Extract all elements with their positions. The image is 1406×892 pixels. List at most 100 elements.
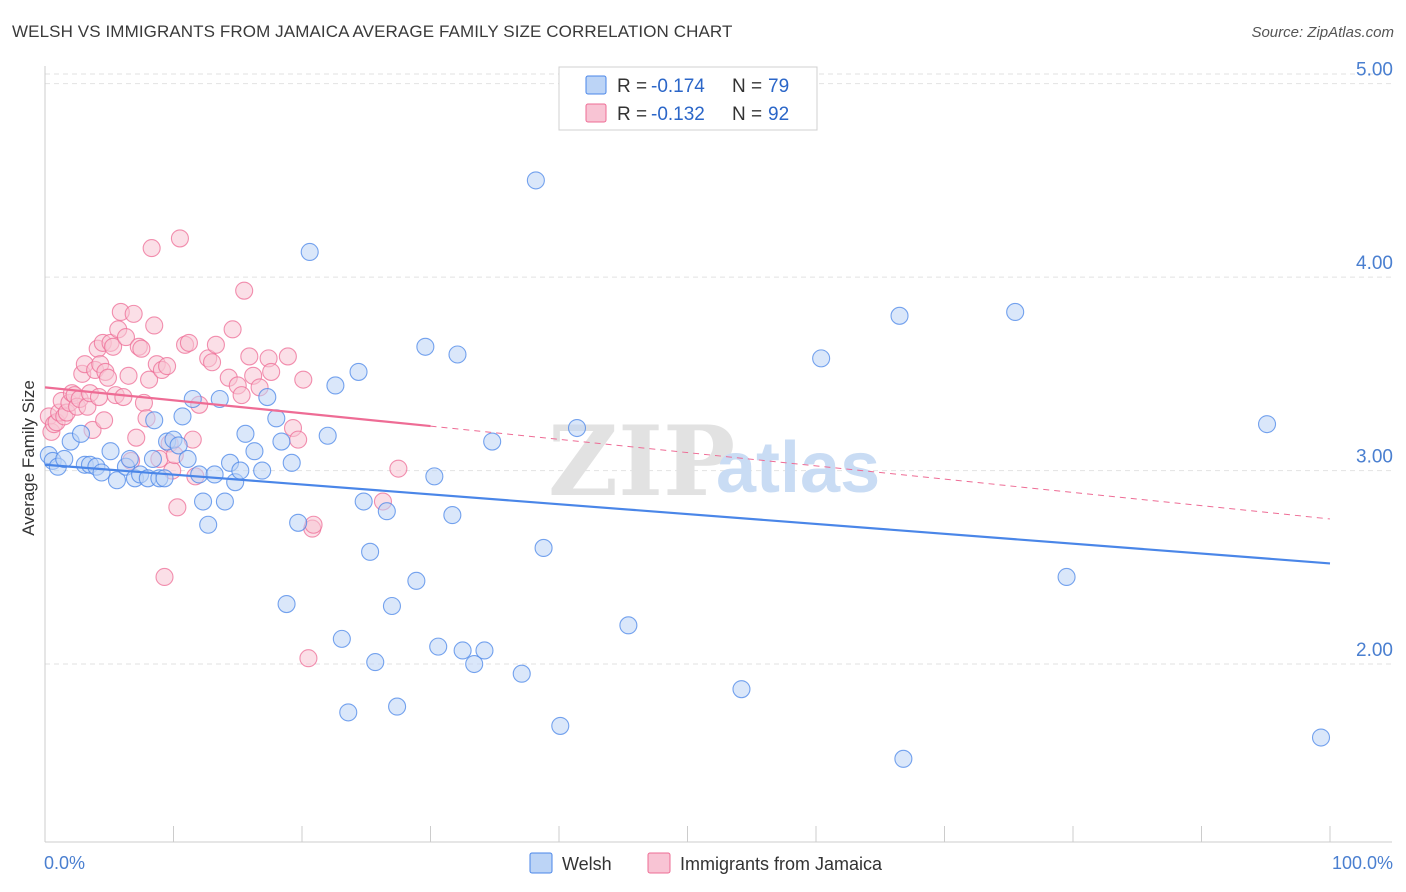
point-jamaica-38 [132, 339, 151, 358]
point-jamaica-32 [116, 328, 136, 347]
point-welsh-51 [354, 492, 373, 511]
point-welsh-64 [465, 654, 484, 674]
point-jamaica-60 [203, 353, 222, 372]
point-welsh-65 [475, 641, 494, 660]
point-welsh-20 [155, 469, 174, 488]
point-welsh-76 [894, 749, 913, 768]
point-jamaica-53 [170, 229, 189, 248]
point-welsh-69 [534, 538, 553, 558]
point-welsh-39 [258, 388, 277, 407]
point-welsh-56 [388, 697, 407, 716]
point-welsh-32 [215, 492, 234, 511]
legend-r-value-jamaica: -0.132 [651, 104, 705, 125]
point-welsh-49 [339, 703, 358, 722]
y-tick-label-2: 4.00 [1356, 253, 1393, 274]
point-welsh-70 [551, 716, 570, 735]
point-jamaica-52 [168, 498, 187, 517]
point-welsh-46 [318, 426, 337, 445]
trend-line-jamaica-solid [44, 386, 431, 428]
point-jamaica-61 [206, 335, 225, 354]
point-jamaica-36 [127, 428, 146, 447]
point-jamaica-75 [294, 370, 313, 389]
point-welsh-75 [812, 349, 831, 368]
point-welsh-68 [526, 171, 545, 190]
legend-label-welsh: Welsh [562, 854, 612, 874]
watermark: ZIP atlas [548, 405, 880, 518]
point-welsh-61 [443, 506, 462, 525]
point-welsh-43 [282, 453, 301, 472]
point-jamaica-76 [299, 649, 318, 668]
legend-n-label-jamaica: N = [732, 104, 762, 125]
point-jamaica-42 [142, 239, 161, 258]
legend-n-value-jamaica: 92 [768, 104, 789, 125]
point-jamaica-67 [240, 347, 259, 366]
point-jamaica-47 [155, 567, 174, 587]
y-axis-title: Average Family Size [19, 380, 38, 536]
point-jamaica-55 [179, 333, 198, 352]
point-jamaica-35 [124, 304, 143, 323]
watermark-atlas: atlas [716, 428, 880, 508]
legend-swatch-welsh [585, 75, 607, 95]
point-welsh-41 [272, 432, 291, 451]
point-welsh-23 [169, 436, 188, 455]
point-welsh-17 [143, 449, 162, 469]
point-welsh-57 [407, 571, 426, 590]
trend-line-welsh [44, 463, 1331, 565]
point-welsh-26 [183, 389, 202, 409]
point-welsh-37 [245, 442, 264, 461]
chart-title: WELSH VS IMMIGRANTS FROM JAMAICA AVERAGE… [12, 22, 733, 41]
legend-r-label-jamaica: R = [617, 104, 647, 125]
point-welsh-72 [619, 616, 638, 635]
point-welsh-27 [190, 465, 209, 484]
point-welsh-62 [448, 345, 467, 364]
legend-label-jamaica: Immigrants from Jamaica [680, 854, 883, 874]
point-welsh-47 [326, 376, 345, 395]
point-jamaica-72 [278, 347, 297, 366]
point-welsh-25 [178, 449, 197, 469]
point-welsh-81 [1311, 728, 1331, 747]
point-jamaica-25 [98, 368, 118, 387]
point-welsh-24 [173, 407, 192, 426]
point-welsh-48 [332, 629, 351, 648]
point-welsh-71 [567, 418, 587, 438]
point-welsh-42 [277, 595, 296, 614]
y-tick-labels: 2.00 3.00 4.00 5.00 [1356, 60, 1393, 661]
point-welsh-29 [199, 515, 218, 534]
point-jamaica-65 [232, 386, 251, 405]
point-jamaica-31 [114, 388, 133, 407]
point-jamaica-74 [289, 430, 308, 449]
point-welsh-50 [349, 362, 368, 381]
point-welsh-58 [416, 337, 435, 356]
point-jamaica-80 [389, 459, 408, 478]
source-label: Source: ZipAtlas.com [1251, 24, 1394, 41]
point-welsh-5 [71, 424, 91, 443]
legend-n-value-welsh: 79 [768, 76, 789, 97]
x-tick-label-start: 0.0% [44, 853, 85, 873]
point-jamaica-78 [304, 515, 323, 534]
point-welsh-9 [92, 463, 111, 482]
point-welsh-36 [236, 424, 255, 443]
legend-series: Welsh Immigrants from Jamaica [529, 852, 883, 874]
point-jamaica-27 [104, 337, 123, 356]
point-welsh-63 [453, 641, 472, 660]
point-welsh-59 [425, 467, 444, 486]
point-welsh-44 [289, 513, 308, 532]
point-welsh-28 [194, 492, 213, 511]
point-welsh-66 [483, 432, 502, 451]
point-welsh-54 [377, 502, 396, 521]
point-welsh-79 [1057, 567, 1076, 587]
point-jamaica-33 [119, 366, 138, 385]
point-welsh-55 [382, 596, 402, 616]
point-welsh-18 [145, 411, 164, 430]
point-welsh-30 [205, 465, 224, 484]
point-welsh-74 [732, 680, 751, 699]
legend-n-label-welsh: N = [732, 76, 762, 97]
y-tick-label-3: 5.00 [1356, 60, 1393, 81]
point-welsh-35 [231, 461, 250, 480]
point-jamaica-71 [262, 362, 281, 381]
legend-swatch-welsh-bottom [529, 852, 553, 874]
point-welsh-52 [361, 542, 380, 561]
y-tick-label-0: 2.00 [1356, 640, 1393, 661]
point-welsh-10 [101, 442, 120, 461]
